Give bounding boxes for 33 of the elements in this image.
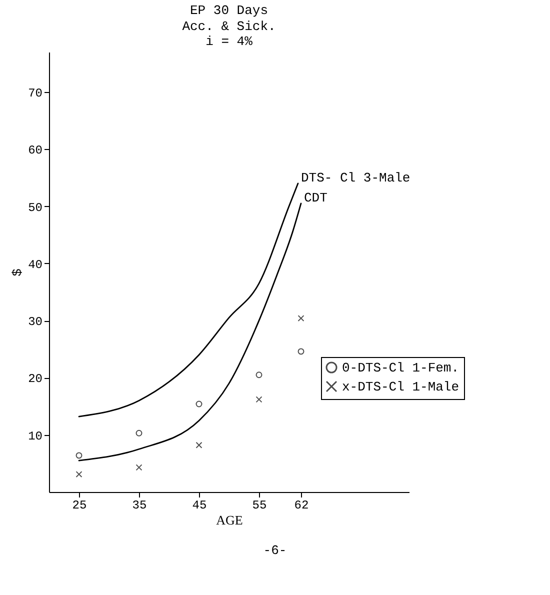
point xyxy=(136,464,142,471)
y-axis-title: $ xyxy=(10,268,26,276)
point xyxy=(76,471,82,478)
x-tick-label: 35 xyxy=(132,498,147,512)
series-label: DTS- Cl 3-Male xyxy=(301,170,410,186)
point xyxy=(196,400,202,408)
x-axis-title: AGE xyxy=(216,512,243,528)
x-tick-label: 25 xyxy=(72,498,87,512)
legend-label: 0-DTS-Cl 1-Fem. xyxy=(342,360,460,376)
legend-label: x-DTS-Cl 1-Male xyxy=(342,380,460,394)
point xyxy=(76,452,82,459)
point xyxy=(136,430,142,436)
chart-title: EP 30 Days xyxy=(190,3,268,18)
y-tick-label: 50 xyxy=(28,200,42,215)
text: -6- xyxy=(262,543,288,558)
line-series xyxy=(78,202,302,462)
point xyxy=(298,315,304,322)
y-tick-label: 70 xyxy=(28,86,42,100)
series-label: CDT xyxy=(304,190,328,206)
y-tick-label: 60 xyxy=(28,144,42,158)
y-tick-label: 10 xyxy=(28,429,42,444)
x-tick-label: 62 xyxy=(294,498,309,512)
point xyxy=(298,348,304,355)
y-tick-label: 30 xyxy=(28,315,42,330)
point xyxy=(196,442,202,448)
y-tick-label: 20 xyxy=(28,372,42,386)
point xyxy=(256,396,262,403)
chart-subtitle: Acc. & Sick. i = 4% xyxy=(182,19,276,49)
point xyxy=(256,372,262,378)
x-tick-label: 55 xyxy=(252,498,267,512)
y-tick-label: 40 xyxy=(28,258,42,272)
x-tick-label: 45 xyxy=(192,498,207,512)
line-series xyxy=(78,182,299,418)
